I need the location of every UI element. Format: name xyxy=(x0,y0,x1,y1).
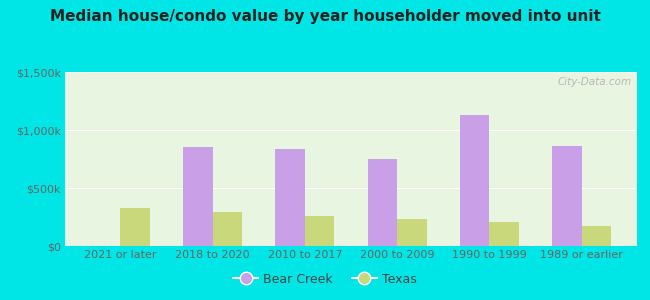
Bar xyxy=(120,208,150,246)
Bar xyxy=(183,147,213,246)
Bar xyxy=(552,146,582,246)
Text: Median house/condo value by year householder moved into unit: Median house/condo value by year househo… xyxy=(49,9,601,24)
Bar xyxy=(276,148,305,246)
Bar xyxy=(582,226,611,246)
Bar xyxy=(397,219,426,246)
Bar xyxy=(460,115,489,246)
Bar xyxy=(305,216,334,246)
Bar xyxy=(489,222,519,246)
Text: City-Data.com: City-Data.com xyxy=(557,77,631,87)
Bar xyxy=(213,212,242,246)
Bar xyxy=(368,159,397,246)
Legend: Bear Creek, Texas: Bear Creek, Texas xyxy=(228,268,422,291)
